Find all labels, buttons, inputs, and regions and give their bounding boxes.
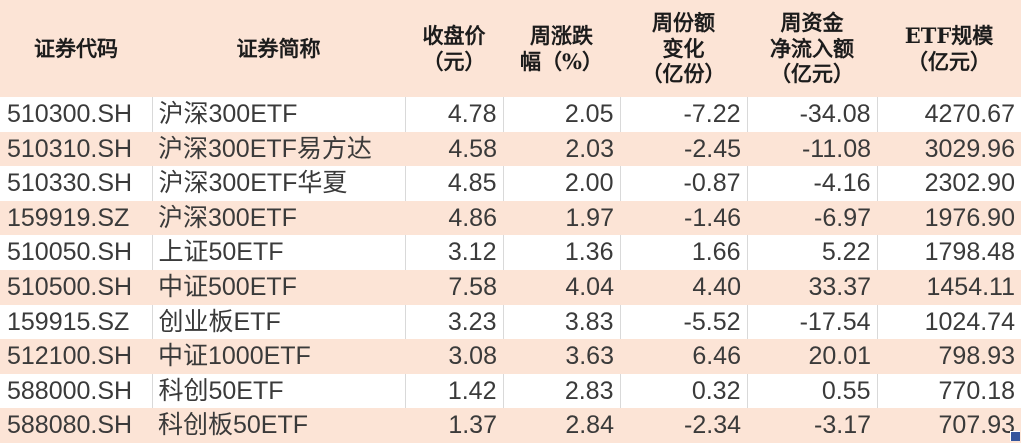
cell-security-name[interactable]: 沪深300ETF bbox=[152, 200, 405, 236]
cell-net-inflow[interactable]: 20.01 bbox=[747, 339, 877, 374]
cell-security-name[interactable]: 沪深300ETF易方达 bbox=[152, 131, 405, 167]
cell-security-name[interactable]: 中证500ETF bbox=[152, 269, 405, 305]
cell-close-price[interactable]: 1.42 bbox=[405, 373, 504, 409]
cell-security-code[interactable]: 510300.SH bbox=[0, 97, 153, 132]
cell-share-change[interactable]: -5.52 bbox=[620, 304, 748, 340]
cell-close-price[interactable]: 4.78 bbox=[405, 97, 504, 132]
cell-etf-aum[interactable]: 1454.11 bbox=[877, 269, 1021, 305]
cell-net-inflow[interactable]: 33.37 bbox=[747, 269, 877, 305]
cell-etf-aum[interactable]: 3029.96 bbox=[877, 131, 1021, 167]
cell-weekly-change[interactable]: 2.83 bbox=[503, 373, 621, 409]
selection-fill-handle[interactable] bbox=[1010, 431, 1020, 441]
table-row: 159915.SZ 创业板ETF 3.23 3.83 -5.52 -17.54 … bbox=[0, 304, 1021, 340]
cell-net-inflow[interactable]: -3.17 bbox=[747, 408, 877, 443]
cell-security-name[interactable]: 中证1000ETF bbox=[152, 339, 405, 374]
cell-security-code[interactable]: 512100.SH bbox=[0, 339, 152, 374]
cell-security-code[interactable]: 510330.SH bbox=[0, 166, 153, 201]
table-row: 510300.SH 沪深300ETF 4.78 2.05 -7.22 -34.0… bbox=[0, 97, 1021, 132]
cell-security-name[interactable]: 科创板50ETF bbox=[152, 408, 405, 443]
cell-security-name[interactable]: 沪深300ETF华夏 bbox=[152, 166, 406, 201]
cell-share-change[interactable]: -2.45 bbox=[620, 131, 747, 167]
cell-weekly-change[interactable]: 2.00 bbox=[503, 166, 621, 201]
column-header-security-name[interactable]: 证券简称 bbox=[152, 0, 405, 97]
cell-close-price[interactable]: 7.58 bbox=[405, 269, 503, 305]
cell-weekly-change[interactable]: 1.97 bbox=[503, 200, 620, 236]
column-header-close-price[interactable]: 收盘价 （元） bbox=[405, 0, 503, 97]
table-row: 588080.SH 科创板50ETF 1.37 2.84 -2.34 -3.17… bbox=[0, 408, 1021, 443]
cell-net-inflow[interactable]: 0.55 bbox=[747, 373, 878, 409]
cell-security-code[interactable]: 159919.SZ bbox=[0, 200, 152, 236]
cell-share-change[interactable]: 4.40 bbox=[620, 269, 747, 305]
cell-etf-aum[interactable]: 798.93 bbox=[877, 339, 1021, 374]
cell-weekly-change[interactable]: 4.04 bbox=[503, 269, 620, 305]
cell-etf-aum[interactable]: 1798.48 bbox=[877, 235, 1021, 270]
column-header-security-code[interactable]: 证券代码 bbox=[0, 0, 152, 97]
table-row: 159919.SZ 沪深300ETF 4.86 1.97 -1.46 -6.97… bbox=[0, 200, 1021, 236]
cell-share-change[interactable]: -7.22 bbox=[620, 97, 748, 132]
cell-security-code[interactable]: 588000.SH bbox=[0, 373, 153, 409]
column-header-weekly-change[interactable]: 周涨跌 幅（%） bbox=[503, 0, 620, 97]
cell-close-price[interactable]: 4.86 bbox=[405, 200, 503, 236]
table-header-row: 证券代码 证券简称 收盘价 （元） 周涨跌 幅（%） 周份额 变化 （亿份） 周… bbox=[0, 0, 1021, 97]
cell-close-price[interactable]: 4.58 bbox=[405, 131, 503, 167]
cell-security-name[interactable]: 科创50ETF bbox=[152, 373, 406, 409]
cell-share-change[interactable]: 6.46 bbox=[620, 339, 747, 374]
table-row: 510050.SH 上证50ETF 3.12 1.36 1.66 5.22 17… bbox=[0, 235, 1021, 270]
cell-etf-aum[interactable]: 770.18 bbox=[877, 373, 1021, 409]
cell-net-inflow[interactable]: -17.54 bbox=[747, 304, 878, 340]
cell-net-inflow[interactable]: -11.08 bbox=[747, 131, 877, 167]
cell-close-price[interactable]: 1.37 bbox=[405, 408, 503, 443]
cell-etf-aum[interactable]: 707.93 bbox=[877, 408, 1021, 443]
cell-etf-aum[interactable]: 1976.90 bbox=[877, 200, 1021, 236]
cell-close-price[interactable]: 3.23 bbox=[405, 304, 504, 340]
cell-weekly-change[interactable]: 1.36 bbox=[503, 235, 621, 270]
cell-security-name[interactable]: 创业板ETF bbox=[152, 304, 406, 340]
cell-security-name[interactable]: 沪深300ETF bbox=[152, 97, 406, 132]
cell-weekly-change[interactable]: 3.83 bbox=[503, 304, 621, 340]
column-header-etf-aum[interactable]: ETF规模 （亿元） bbox=[877, 0, 1021, 97]
cell-net-inflow[interactable]: -34.08 bbox=[747, 97, 878, 132]
column-header-net-inflow[interactable]: 周资金 净流入额 （亿元） bbox=[747, 0, 877, 97]
table-row: 510310.SH 沪深300ETF易方达 4.58 2.03 -2.45 -1… bbox=[0, 131, 1021, 167]
cell-weekly-change[interactable]: 2.03 bbox=[503, 131, 620, 167]
cell-security-code[interactable]: 510500.SH bbox=[0, 269, 152, 305]
cell-etf-aum[interactable]: 1024.74 bbox=[877, 304, 1021, 340]
table-row: 510500.SH 中证500ETF 7.58 4.04 4.40 33.37 … bbox=[0, 269, 1021, 305]
cell-security-code[interactable]: 588080.SH bbox=[0, 408, 152, 443]
cell-close-price[interactable]: 3.12 bbox=[405, 235, 504, 270]
cell-close-price[interactable]: 4.85 bbox=[405, 166, 504, 201]
cell-security-code[interactable]: 159915.SZ bbox=[0, 304, 153, 340]
cell-net-inflow[interactable]: 5.22 bbox=[747, 235, 878, 270]
cell-security-code[interactable]: 510050.SH bbox=[0, 235, 153, 270]
cell-net-inflow[interactable]: -6.97 bbox=[747, 200, 877, 236]
cell-security-code[interactable]: 510310.SH bbox=[0, 131, 152, 167]
cell-weekly-change[interactable]: 2.84 bbox=[503, 408, 620, 443]
cell-net-inflow[interactable]: -4.16 bbox=[747, 166, 878, 201]
cell-close-price[interactable]: 3.08 bbox=[405, 339, 503, 374]
column-header-share-change[interactable]: 周份额 变化 （亿份） bbox=[620, 0, 747, 97]
table-row: 510330.SH 沪深300ETF华夏 4.85 2.00 -0.87 -4.… bbox=[0, 166, 1021, 201]
cell-etf-aum[interactable]: 2302.90 bbox=[877, 166, 1021, 201]
cell-share-change[interactable]: 0.32 bbox=[620, 373, 748, 409]
cell-security-name[interactable]: 上证50ETF bbox=[152, 235, 406, 270]
cell-weekly-change[interactable]: 3.63 bbox=[503, 339, 620, 374]
cell-etf-aum[interactable]: 4270.67 bbox=[877, 97, 1021, 132]
cell-share-change[interactable]: -0.87 bbox=[620, 166, 748, 201]
cell-share-change[interactable]: 1.66 bbox=[620, 235, 748, 270]
table-row: 512100.SH 中证1000ETF 3.08 3.63 6.46 20.01… bbox=[0, 339, 1021, 374]
cell-share-change[interactable]: -2.34 bbox=[620, 408, 747, 443]
table-row: 588000.SH 科创50ETF 1.42 2.83 0.32 0.55 77… bbox=[0, 373, 1021, 409]
cell-share-change[interactable]: -1.46 bbox=[620, 200, 747, 236]
cell-weekly-change[interactable]: 2.05 bbox=[503, 97, 621, 132]
